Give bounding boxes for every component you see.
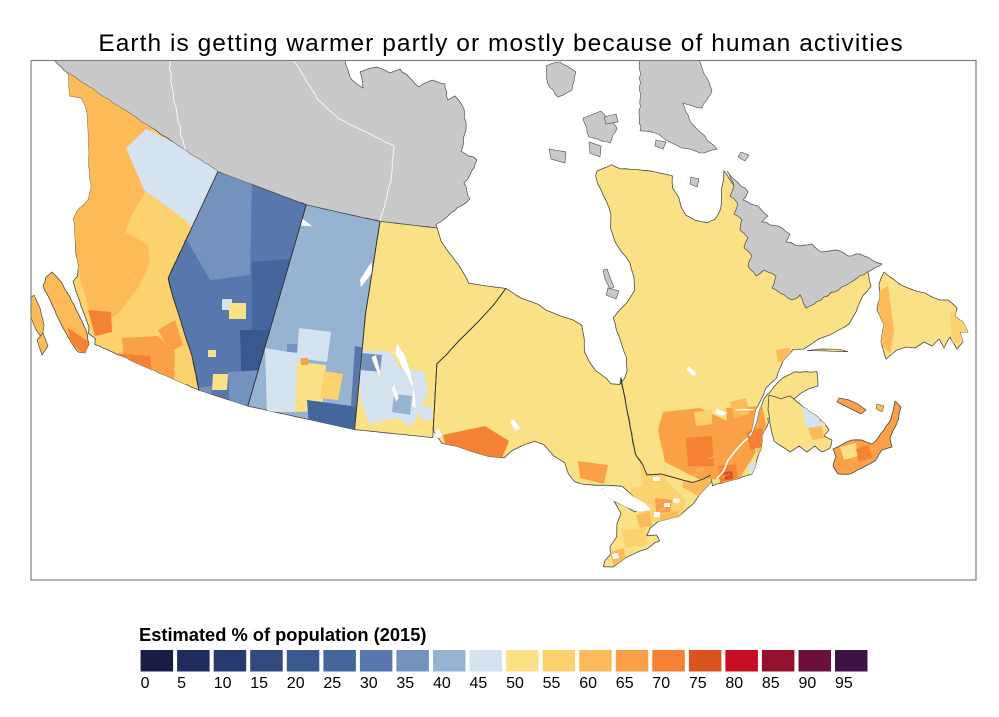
svg-text:65: 65 xyxy=(616,675,634,692)
svg-text:75: 75 xyxy=(689,675,707,692)
svg-text:70: 70 xyxy=(652,675,670,692)
svg-text:40: 40 xyxy=(433,675,451,692)
svg-text:80: 80 xyxy=(725,675,743,692)
svg-text:45: 45 xyxy=(470,675,488,692)
svg-text:85: 85 xyxy=(762,675,780,692)
svg-text:15: 15 xyxy=(250,675,268,692)
svg-text:Estimated % of population (201: Estimated % of population (2015) xyxy=(139,624,426,645)
svg-text:35: 35 xyxy=(396,675,414,692)
svg-text:55: 55 xyxy=(543,675,561,692)
svg-text:50: 50 xyxy=(506,675,524,692)
svg-text:Earth is getting warmer partly: Earth is getting warmer partly or mostly… xyxy=(98,30,903,57)
svg-text:0: 0 xyxy=(141,675,150,692)
svg-text:5: 5 xyxy=(177,675,186,692)
svg-text:60: 60 xyxy=(579,675,597,692)
svg-text:20: 20 xyxy=(287,675,305,692)
svg-text:25: 25 xyxy=(323,675,341,692)
svg-text:30: 30 xyxy=(360,675,378,692)
svg-text:90: 90 xyxy=(799,675,817,692)
svg-text:95: 95 xyxy=(835,675,853,692)
svg-text:10: 10 xyxy=(214,675,232,692)
